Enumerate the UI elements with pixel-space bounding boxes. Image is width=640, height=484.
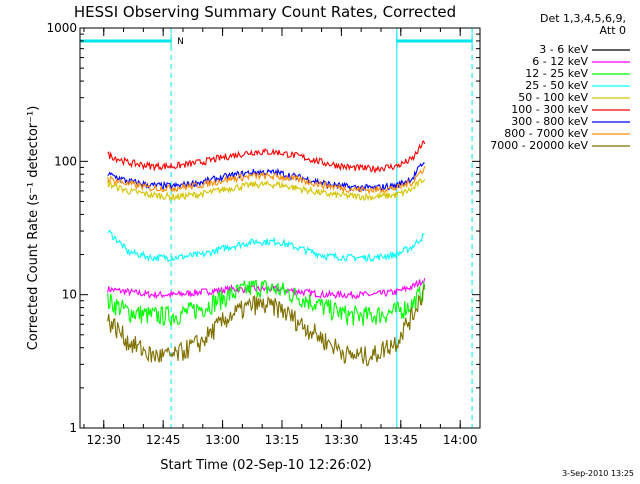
y-tick-label: 100 — [54, 154, 77, 168]
series-line — [107, 140, 426, 174]
series-line — [107, 229, 425, 263]
series-line — [107, 284, 426, 367]
y-tick-label: 10 — [62, 288, 77, 302]
series-line — [107, 178, 426, 202]
series-line — [107, 165, 426, 196]
y-tick-label: 1 — [69, 421, 77, 435]
legend-label: 800 - 7000 keV — [504, 127, 588, 140]
legend-header: Att 0 — [600, 24, 626, 37]
x-tick-label: 13:30 — [324, 433, 359, 447]
y-tick-label: 1000 — [46, 21, 77, 35]
legend-label: 3 - 6 keV — [539, 43, 588, 56]
legend-header: Det 1,3,4,5,6,9, — [540, 12, 626, 25]
series-line — [107, 279, 426, 326]
y-axis-label: Corrected Count Rate (s⁻¹ detector⁻¹) — [26, 106, 41, 351]
x-tick-label: 13:45 — [383, 433, 418, 447]
saa-label: N — [177, 37, 184, 47]
x-tick-label: 13:00 — [205, 433, 240, 447]
plot-frame — [79, 27, 481, 429]
legend-label: 12 - 25 keV — [525, 67, 588, 80]
x-tick-label: 12:45 — [146, 433, 181, 447]
legend-label: 300 - 800 keV — [511, 115, 588, 128]
legend-label: 6 - 12 keV — [532, 55, 588, 68]
legend-label: 100 - 300 keV — [511, 103, 588, 116]
chart-title: HESSI Observing Summary Count Rates, Cor… — [74, 3, 456, 21]
date-stamp: 3-Sep-2010 13:25 — [562, 469, 634, 478]
x-tick-label: 14:00 — [443, 433, 478, 447]
x-axis-label: Start Time (02-Sep-10 12:26:02) — [160, 458, 371, 473]
legend-label: 50 - 100 keV — [518, 91, 588, 104]
legend-label: 7000 - 20000 keV — [490, 139, 588, 152]
legend-label: 25 - 50 keV — [525, 79, 588, 92]
x-tick-label: 12:30 — [86, 433, 121, 447]
x-tick-label: 13:15 — [265, 433, 300, 447]
